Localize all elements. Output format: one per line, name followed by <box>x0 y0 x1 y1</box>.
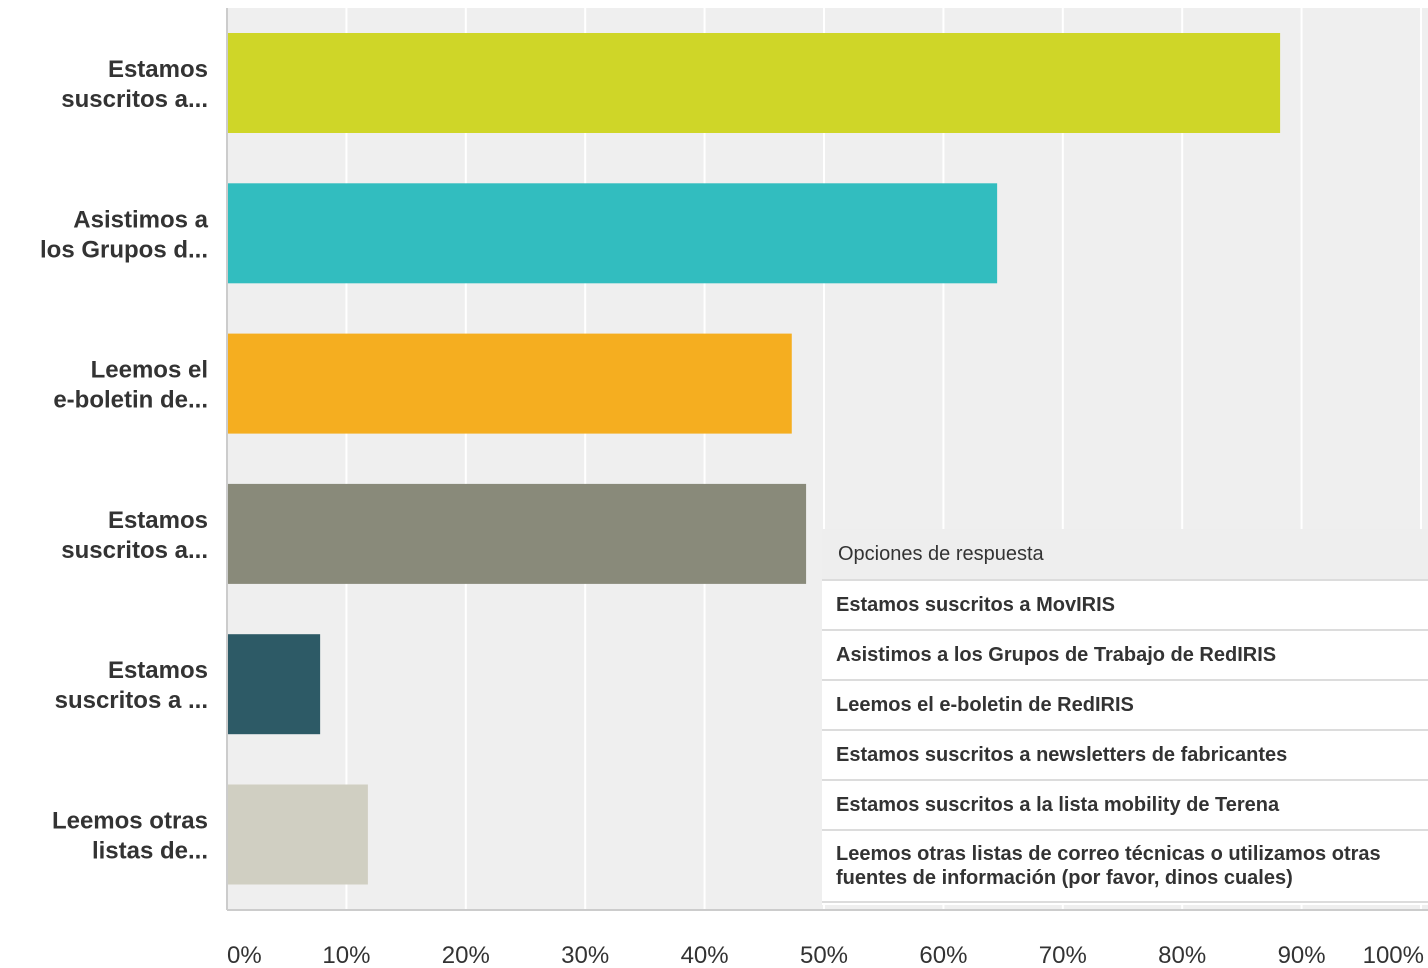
answer-table-row: Leemos otras listas de correo técnicas o… <box>822 831 1428 903</box>
category-label: Leemos otras <box>52 808 208 835</box>
x-tick-label: 90% <box>1278 942 1326 968</box>
bar <box>228 333 792 434</box>
category-label: Estamos <box>108 56 208 83</box>
answer-table-header: Opciones de respuesta <box>822 529 1428 581</box>
x-tick-label: 100% <box>1363 942 1424 968</box>
bar <box>228 33 1281 133</box>
answer-table-row: Estamos suscritos a newsletters de fabri… <box>822 731 1428 781</box>
category-label: Estamos <box>108 507 208 534</box>
bar <box>228 183 998 284</box>
category-label: Asistimos a <box>73 206 208 233</box>
category-labels: Estamos suscritos a... Asistimos a los Grup… <box>40 56 209 865</box>
bar <box>228 483 807 584</box>
answer-options-table: Opciones de respuesta Estamos suscritos … <box>822 529 1428 905</box>
x-tick-label: 30% <box>561 942 609 968</box>
bars <box>228 33 1281 885</box>
x-tick-label: 50% <box>800 942 848 968</box>
category-label: suscritos a ... <box>55 687 208 714</box>
bar <box>228 784 368 885</box>
x-tick-label: 80% <box>1158 942 1206 968</box>
bar <box>228 634 321 735</box>
x-tick-label: 60% <box>919 942 967 968</box>
answer-table-row: Asistimos a los Grupos de Trabajo de Red… <box>822 631 1428 681</box>
x-tick-label: 0% <box>227 942 262 968</box>
category-label: listas de... <box>92 838 208 865</box>
category-label: Estamos <box>108 657 208 684</box>
x-tick-label: 40% <box>681 942 729 968</box>
x-tick-label: 10% <box>322 942 370 968</box>
answer-table-row: Estamos suscritos a MovIRIS <box>822 581 1428 631</box>
answer-table-row: Estamos suscritos a la lista mobility de… <box>822 781 1428 831</box>
category-label: los Grupos d... <box>40 236 208 263</box>
category-label: Leemos el <box>91 357 208 384</box>
answer-table-row: Leemos el e-boletin de RedIRIS <box>822 681 1428 731</box>
x-tick-label: 70% <box>1039 942 1087 968</box>
category-label: suscritos a... <box>61 537 208 564</box>
category-label: suscritos a... <box>61 86 208 113</box>
category-label: e-boletin de... <box>53 387 208 414</box>
x-tick-label: 20% <box>442 942 490 968</box>
x-tick-labels: 0% 10% 20% 30% 40% 50% 60% 70% 80% 90% 100% <box>227 942 1424 968</box>
